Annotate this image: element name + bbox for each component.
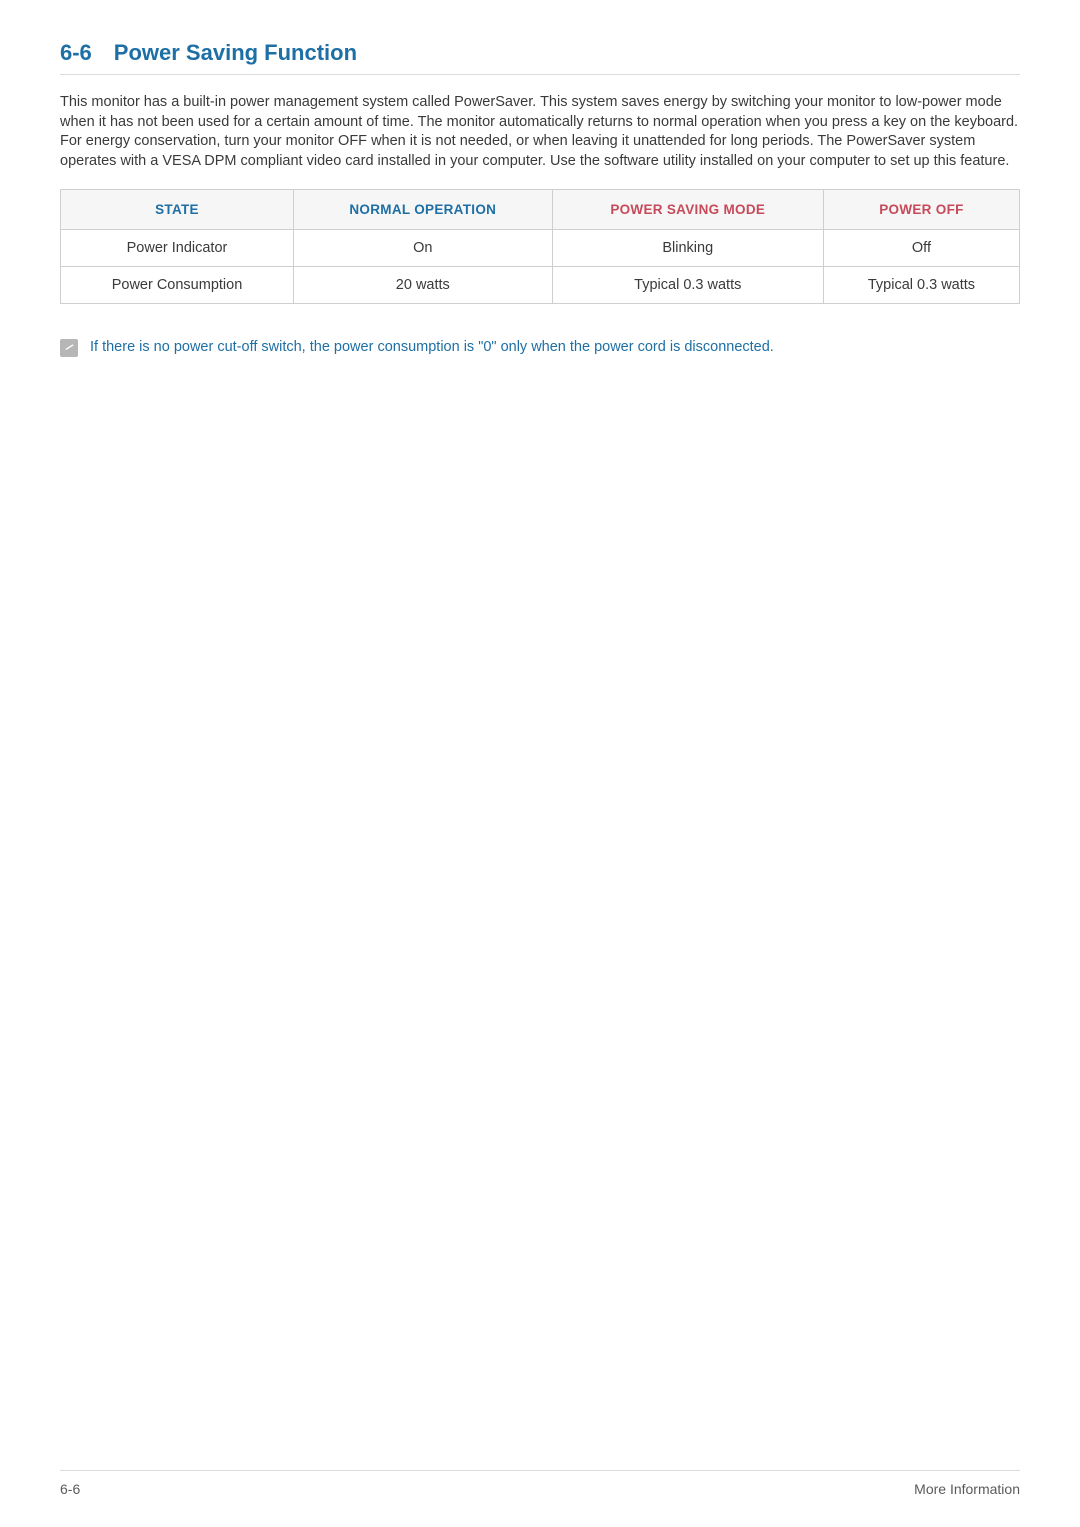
cell-off: Typical 0.3 watts	[823, 267, 1019, 304]
section-number: 6-6	[60, 40, 92, 66]
table-header-row: STATE NORMAL OPERATION POWER SAVING MODE…	[61, 190, 1020, 230]
note: If there is no power cut-off switch, the…	[60, 338, 1020, 358]
footer-left: 6-6	[60, 1481, 80, 1497]
col-header-off: POWER OFF	[823, 190, 1019, 230]
col-header-saving: POWER SAVING MODE	[552, 190, 823, 230]
footer-right: More Information	[914, 1481, 1020, 1497]
intro-paragraph: This monitor has a built-in power manage…	[60, 93, 1020, 171]
col-header-state: STATE	[61, 190, 294, 230]
cell-normal: On	[293, 230, 552, 267]
table-row: Power Consumption 20 watts Typical 0.3 w…	[61, 267, 1020, 304]
cell-state: Power Indicator	[61, 230, 294, 267]
cell-off: Off	[823, 230, 1019, 267]
section-heading: 6-6 Power Saving Function	[60, 40, 1020, 75]
page: 6-6 Power Saving Function This monitor h…	[0, 0, 1080, 1527]
cell-state: Power Consumption	[61, 267, 294, 304]
cell-saving: Typical 0.3 watts	[552, 267, 823, 304]
power-state-table: STATE NORMAL OPERATION POWER SAVING MODE…	[60, 189, 1020, 304]
section-title: Power Saving Function	[114, 40, 357, 66]
note-text: If there is no power cut-off switch, the…	[90, 338, 774, 358]
cell-normal: 20 watts	[293, 267, 552, 304]
col-header-normal: NORMAL OPERATION	[293, 190, 552, 230]
page-footer: 6-6 More Information	[60, 1470, 1020, 1497]
cell-saving: Blinking	[552, 230, 823, 267]
table-row: Power Indicator On Blinking Off	[61, 230, 1020, 267]
info-icon	[60, 339, 78, 357]
